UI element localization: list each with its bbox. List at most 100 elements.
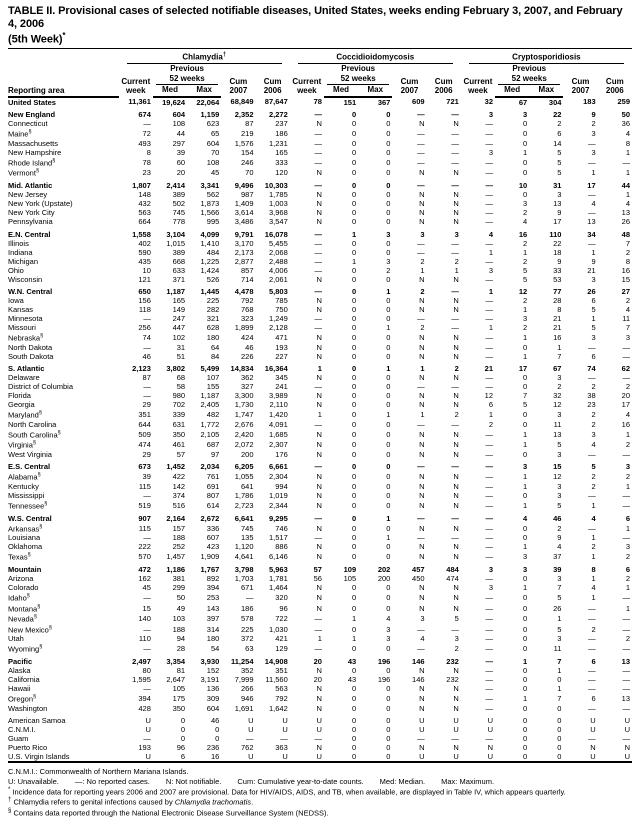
reporting-area-cell: C.N.M.I. bbox=[8, 725, 36, 735]
value-cell: 0 bbox=[351, 110, 357, 120]
value-cell: N bbox=[453, 217, 459, 227]
value-cell: — bbox=[588, 634, 596, 644]
value-cell: 0 bbox=[386, 138, 391, 148]
group-header-spacer bbox=[8, 49, 119, 65]
value-cell: 0 bbox=[351, 583, 357, 593]
table-row: District of Columbia — 58 155 327 241 — 0 0 — — — 0 2… bbox=[8, 382, 632, 391]
value-cell: — bbox=[485, 157, 494, 167]
value-cell: 3 bbox=[523, 199, 528, 209]
value-cell: 980 bbox=[172, 391, 186, 401]
value-cell: N bbox=[419, 694, 425, 704]
value-cell: N bbox=[453, 694, 459, 704]
value-cell: 50 bbox=[621, 110, 630, 120]
value-cell: 422 bbox=[172, 472, 186, 482]
value-cell: 29 bbox=[142, 400, 151, 410]
value-cell: N bbox=[316, 552, 322, 562]
value-cell: N bbox=[453, 593, 459, 603]
value-cell: 457 bbox=[412, 565, 425, 575]
table-header: Chlamydia† Coccidioidomycosis Cryptospor… bbox=[8, 49, 632, 98]
value-cell: 0 bbox=[351, 462, 357, 472]
table-row: New Mexico§ — 188 314 225 1,030 — 0 3 — — — 0 5 2 — bbox=[8, 624, 632, 635]
value-cell: 3,191 bbox=[200, 675, 220, 685]
value-cell: 5 bbox=[557, 147, 562, 157]
value-cell: 0 bbox=[351, 644, 357, 654]
value-cell: 3,300 bbox=[234, 391, 254, 401]
value-cell: — bbox=[588, 373, 596, 383]
value-cell: — bbox=[143, 391, 151, 401]
value-cell: N bbox=[419, 552, 425, 562]
table-row: California 1,595 2,647 3,191 7,999 11,560 20 43… bbox=[8, 675, 632, 684]
value-cell: U bbox=[419, 716, 425, 726]
value-cell: 80 bbox=[142, 666, 151, 676]
table-row: Minnesota —247 321 323 1,249—0 0— — —3 21 1 11 bbox=[8, 314, 632, 323]
table-row: Indiana 590 389 484 2,173 2,068 — 0 0 — — 1 1 18 1 2 bbox=[8, 248, 632, 257]
value-cell: — bbox=[417, 419, 425, 429]
value-cell: 785 bbox=[275, 296, 288, 306]
table-row: Massachusetts 493 297 604 1,576 1,231 — 0 0 — — — 0 1… bbox=[8, 139, 632, 148]
value-cell: 0 bbox=[523, 157, 528, 167]
value-cell: 16,364 bbox=[264, 364, 288, 374]
value-cell: — bbox=[485, 119, 494, 129]
value-cell: — bbox=[485, 657, 494, 667]
value-cell: 6 bbox=[591, 694, 596, 704]
value-cell: 2,344 bbox=[268, 500, 288, 510]
reporting-area-cell: Maryland§ bbox=[8, 410, 42, 420]
value-cell: U bbox=[487, 752, 494, 762]
value-cell: N bbox=[453, 296, 459, 306]
value-cell: 0 bbox=[386, 472, 391, 482]
value-cell: 0 bbox=[386, 296, 391, 306]
value-cell: 0 bbox=[523, 119, 528, 129]
table-row: Missouri 256 447 628 1,899 2,128 — 0 1 2 — 1 2 21 5 7 bbox=[8, 323, 632, 332]
value-cell: 51 bbox=[176, 351, 186, 361]
value-cell: 0 bbox=[386, 449, 391, 459]
footnotes: C.N.M.I.: Commonwealth of Northern Maria… bbox=[8, 767, 632, 818]
value-cell: — bbox=[451, 110, 459, 120]
value-cell: 5 bbox=[557, 593, 562, 603]
value-cell: 0 bbox=[351, 743, 357, 753]
value-cell: 15 bbox=[553, 462, 562, 472]
value-cell: 3 bbox=[557, 373, 562, 383]
value-cell: 39 bbox=[553, 565, 562, 575]
value-cell: 14,908 bbox=[264, 657, 288, 667]
value-cell: 247 bbox=[172, 314, 186, 324]
value-cell: 2,676 bbox=[234, 419, 254, 429]
value-cell: N bbox=[453, 440, 459, 450]
value-cell: 3 bbox=[488, 147, 494, 157]
value-cell: — bbox=[622, 614, 631, 624]
table-row: New Jersey 148 389 562 987 1,785 N 0 0 N N — 0 3 — 1 bbox=[8, 190, 632, 199]
value-cell: N bbox=[453, 351, 459, 361]
value-cell: 2,877 bbox=[234, 256, 254, 266]
value-cell: 0 bbox=[523, 382, 528, 392]
value-cell: 180 bbox=[206, 333, 220, 343]
value-cell: 0 bbox=[351, 429, 357, 439]
value-cell: 266 bbox=[240, 684, 254, 694]
table-row: Montana§ 15 49 143 186 96 N 0 0 N N — 0 26 — 1 bbox=[8, 603, 632, 614]
value-cell: — bbox=[143, 684, 151, 694]
reporting-area-cell: Montana§ bbox=[8, 603, 41, 614]
value-cell: — bbox=[417, 110, 425, 120]
table-row: Virginia§ 474 461 687 2,072 2,307 N 0 0 N N — 1 5 4 2 bbox=[8, 439, 632, 450]
value-cell: 1 bbox=[386, 533, 391, 543]
value-cell: — bbox=[485, 274, 494, 284]
value-cell: 374 bbox=[172, 490, 186, 500]
value-cell: U bbox=[590, 716, 596, 726]
value-cell: 471 bbox=[275, 333, 288, 343]
value-cell: 0 bbox=[351, 490, 357, 500]
value-cell: — bbox=[314, 256, 322, 266]
table-row: New Hampshire 8 39 70 154 165 — 0 0 — — 3 1 5 3 1 bbox=[8, 148, 632, 157]
value-cell: N bbox=[316, 449, 322, 459]
value-cell: 0 bbox=[351, 382, 357, 392]
value-cell: 2,072 bbox=[234, 440, 254, 450]
value-cell: 56 bbox=[313, 574, 322, 584]
value-cell: 3,547 bbox=[268, 217, 288, 227]
value-cell: 0 bbox=[351, 265, 357, 275]
value-cell: — bbox=[485, 333, 494, 343]
value-cell: — bbox=[451, 238, 459, 248]
value-cell: — bbox=[622, 644, 631, 654]
value-cell: 1,457 bbox=[166, 552, 186, 562]
value-cell: — bbox=[451, 287, 459, 297]
value-cell: 225 bbox=[206, 296, 220, 306]
value-cell: 13 bbox=[553, 199, 562, 209]
value-cell: 768 bbox=[240, 305, 254, 315]
value-cell: 103 bbox=[172, 614, 186, 624]
